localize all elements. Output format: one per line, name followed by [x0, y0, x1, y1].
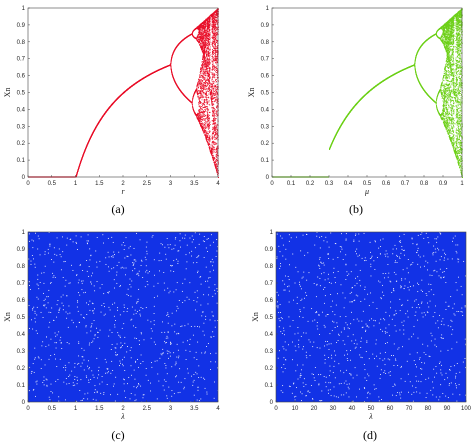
bifurcation-point	[170, 58, 172, 60]
bifurcation-point	[171, 55, 173, 57]
bifurcation-point	[172, 54, 173, 56]
bifurcation-point	[80, 161, 82, 163]
bifurcation-point	[79, 163, 81, 165]
bifurcation-point	[170, 63, 172, 65]
bifurcation-point	[171, 57, 173, 59]
bifurcation-point	[80, 161, 82, 163]
bifurcation-point	[171, 55, 173, 57]
bifurcation-point	[79, 164, 81, 165]
bifurcation-point	[170, 70, 172, 71]
bifurcation-point	[75, 175, 77, 177]
bifurcation-point	[79, 164, 81, 166]
bifurcation-point	[172, 75, 174, 77]
bifurcation-point	[77, 169, 79, 171]
bifurcation-point	[78, 165, 80, 167]
bifurcation-point	[76, 172, 78, 174]
bifurcation-point	[172, 75, 174, 77]
bifurcation-point	[171, 70, 173, 72]
bifurcation-point	[170, 62, 172, 64]
bifurcation-point	[78, 166, 80, 168]
bifurcation-point	[171, 56, 173, 58]
bifurcation-point	[171, 72, 173, 74]
bifurcation-point	[76, 173, 78, 175]
bifurcation-point	[170, 65, 172, 67]
bifurcation-point	[170, 67, 172, 69]
bifurcation-point	[77, 171, 78, 173]
bifurcation-point	[172, 74, 173, 76]
bifurcation-point	[170, 66, 172, 68]
bifurcation-point	[78, 168, 79, 170]
bifurcation-point	[76, 174, 78, 176]
bifurcation-point	[171, 73, 173, 75]
bifurcation-point	[79, 163, 81, 164]
bifurcation-point	[77, 171, 79, 172]
bifurcation-point	[171, 74, 173, 76]
bifurcation-point	[171, 57, 173, 59]
bifurcation-point	[76, 174, 78, 176]
bifurcation-point	[171, 71, 173, 73]
bifurcation-point	[170, 69, 172, 70]
bifurcation-point	[80, 162, 81, 163]
bifurcation-point	[76, 173, 78, 175]
bifurcation-point	[75, 175, 77, 177]
bifurcation-point	[77, 170, 79, 172]
bifurcation-point	[172, 76, 174, 78]
bifurcation-point	[170, 60, 172, 62]
bifurcation-point	[80, 159, 82, 161]
bifurcation-point	[170, 63, 172, 65]
bifurcation-point	[80, 160, 82, 162]
bifurcation-point	[79, 162, 81, 164]
bifurcation-point	[170, 59, 172, 61]
bifurcation-point	[78, 167, 80, 169]
bifurcation-point	[171, 54, 173, 56]
bifurcation-point	[170, 65, 172, 66]
panel-a-bifurcation-chart: 0 0.5 1 1.5 2 2.5 3 3.5 400.10.20.30.40.50.60.70…	[3, 6, 220, 196]
data-points	[28, 8, 219, 178]
bifurcation-point	[78, 165, 80, 167]
bifurcation-point	[171, 73, 173, 75]
bifurcation-point	[77, 169, 79, 171]
bifurcation-point	[77, 168, 79, 170]
bifurcation-point	[78, 166, 80, 168]
bifurcation-point	[79, 164, 81, 166]
bifurcation-point	[76, 172, 78, 173]
bifurcation-point	[78, 167, 80, 169]
